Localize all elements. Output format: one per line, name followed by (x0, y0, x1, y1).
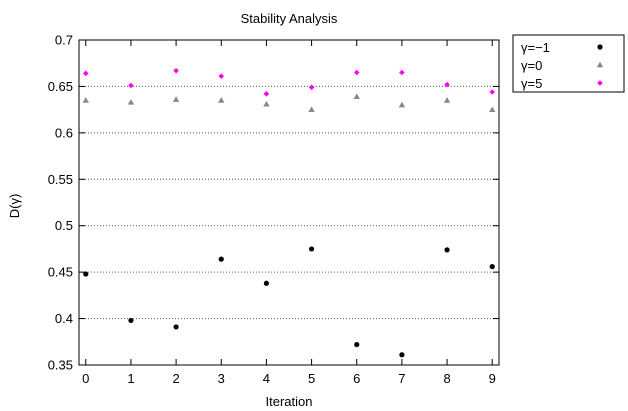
data-point-gamma-neg1 (444, 247, 450, 253)
y-tick-label: 0.65 (48, 79, 73, 94)
data-point-gamma-0 (398, 101, 406, 108)
axis-layer: 0.35 0.4 0.45 0.5 0.55 0.6 0.65 0.7 0 1 2 3 4 5 6 7 8 9 (48, 33, 500, 386)
legend-box (512, 34, 625, 93)
y-tick-label: 0.45 (48, 265, 73, 280)
data-point-gamma-0 (353, 93, 360, 100)
x-tick-label: 4 (263, 371, 270, 386)
x-tick-label: 3 (218, 371, 225, 386)
data-point-gamma-5 (218, 73, 225, 80)
data-point-gamma-5 (489, 89, 496, 95)
y-tick-label: 0.55 (48, 172, 73, 187)
data-point-gamma-0 (172, 96, 180, 102)
y-tick-label: 0.7 (55, 33, 73, 48)
legend-marker-gamma-neg1 (597, 44, 603, 50)
y-axis-title: D(γ) (7, 194, 22, 219)
data-point-gamma-5 (173, 67, 179, 74)
y-tick-label: 0.5 (55, 218, 73, 233)
chart-title: Stability Analysis (241, 11, 338, 26)
y-tick-label: 0.4 (55, 311, 73, 326)
y-tick-label: 0.35 (48, 358, 73, 373)
data-point-gamma-5 (444, 81, 450, 88)
x-tick-label: 8 (443, 371, 450, 386)
data-point-gamma-0 (127, 99, 135, 105)
data-point-gamma-0 (443, 97, 451, 103)
data-point-gamma-neg1 (399, 352, 405, 358)
data-point-gamma-neg1 (263, 280, 270, 286)
data-point-gamma-5 (308, 84, 315, 91)
y-tick-label: 0.6 (55, 125, 73, 140)
data-point-gamma-5 (353, 69, 360, 76)
x-tick-label: 0 (82, 371, 89, 386)
legend-label-gamma-5: γ=5 (521, 76, 542, 91)
data-point-gamma-neg1 (308, 246, 315, 252)
x-tick-label: 2 (172, 371, 179, 386)
data-point-gamma-0 (308, 106, 315, 113)
data-point-gamma-0 (263, 100, 270, 107)
data-point-gamma-neg1 (173, 324, 179, 330)
grid-layer (79, 85, 499, 320)
data-point-gamma-neg1 (489, 263, 495, 270)
x-tick-label: 5 (308, 371, 315, 386)
data-point-gamma-0 (82, 97, 89, 103)
data-point-gamma-5 (263, 91, 270, 97)
x-tick-label: 6 (353, 371, 360, 386)
legend-label-gamma-neg1: γ=−1 (521, 40, 550, 55)
x-tick-label: 9 (489, 371, 496, 386)
x-tick-label: 7 (398, 371, 405, 386)
legend-label-gamma-0: γ=0 (521, 58, 542, 73)
data-point-gamma-5 (128, 82, 134, 89)
data-point-gamma-5 (82, 70, 89, 77)
data-point-gamma-0 (489, 106, 496, 113)
legend-marker-gamma-5 (597, 80, 603, 86)
x-tick-label: 1 (127, 371, 134, 386)
data-point-gamma-neg1 (128, 317, 134, 324)
data-point-gamma-0 (218, 97, 225, 103)
marks-layer (82, 67, 496, 358)
legend-markers (596, 44, 604, 86)
legend-marker-gamma-0 (596, 61, 604, 68)
data-point-gamma-neg1 (83, 271, 89, 277)
data-point-gamma-neg1 (354, 341, 360, 348)
x-axis-title: Iteration (266, 394, 313, 409)
data-point-gamma-neg1 (218, 256, 224, 262)
legend: γ=−1 γ=0 γ=5 (512, 34, 625, 93)
plot-frame (78, 39, 500, 366)
data-point-gamma-5 (399, 69, 405, 76)
